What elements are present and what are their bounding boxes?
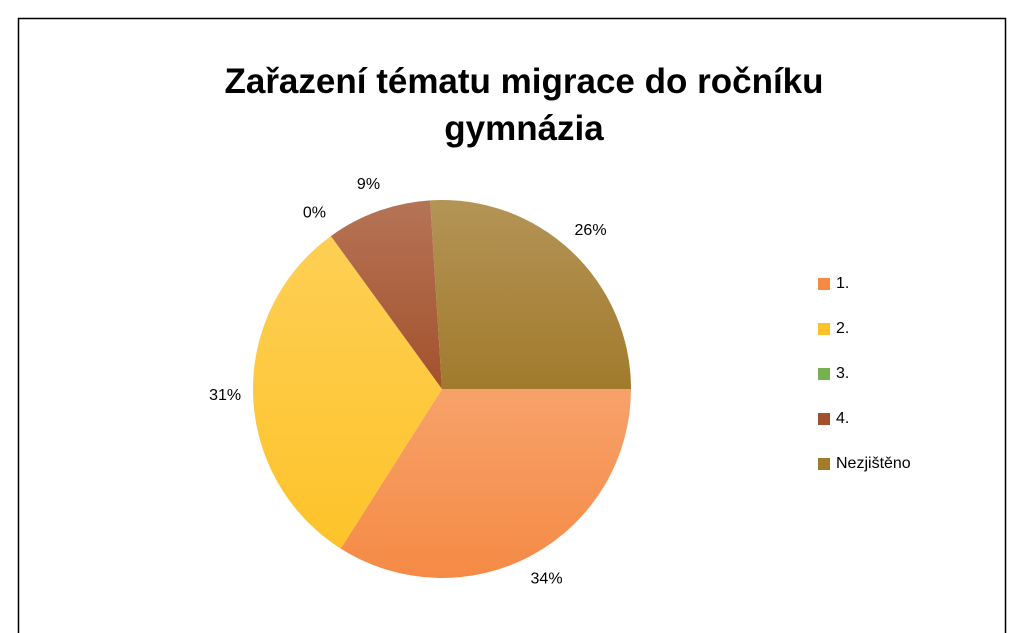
legend-swatch (818, 413, 830, 425)
pie-slice (330, 200, 442, 389)
legend-swatch (818, 458, 830, 470)
data-label: 9% (357, 176, 380, 193)
data-label: 34% (531, 570, 563, 587)
chart-title: Zařazení tématu migrace do ročníku gymná… (224, 62, 824, 148)
legend-label: Nezjištěno (836, 455, 911, 472)
pie-slice (430, 200, 631, 389)
legend-label: 4. (836, 410, 849, 427)
legend-label: 3. (836, 365, 849, 382)
pie-slice (340, 389, 631, 579)
legend-swatch (818, 278, 830, 290)
legend-swatch (818, 323, 830, 335)
legend-label: 1. (836, 275, 849, 292)
legend-swatch (818, 368, 830, 380)
data-label: 31% (209, 387, 241, 404)
legend-label: 2. (836, 320, 849, 337)
data-label: 26% (575, 222, 607, 239)
pie-slice (252, 236, 442, 549)
data-label: 0% (303, 205, 326, 222)
